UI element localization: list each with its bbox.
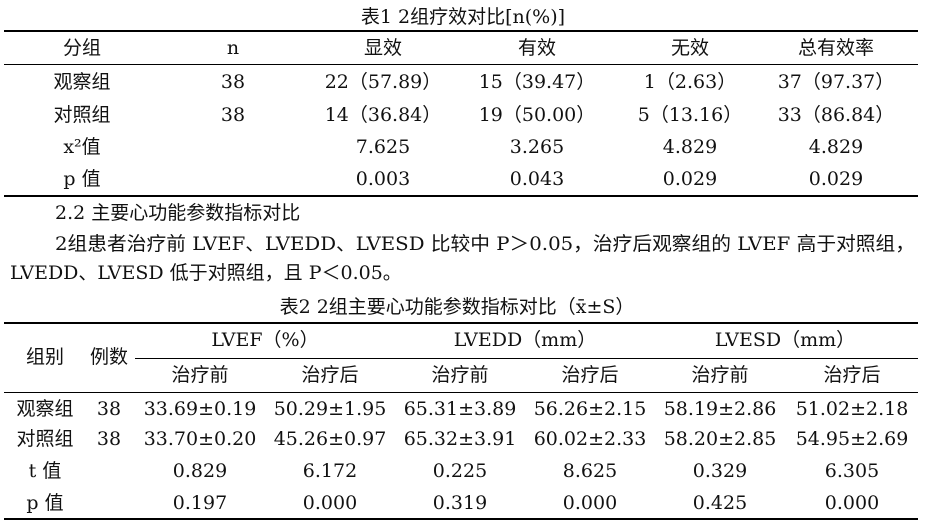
metric-header: LVEF（%）	[211, 329, 318, 351]
cell: 观察组	[53, 71, 110, 93]
cell: x²值	[63, 136, 100, 158]
cell: 22（57.89）	[325, 71, 442, 93]
cell: 4.829	[663, 136, 717, 158]
cell: 1（2.63）	[644, 71, 736, 93]
header-cell: 分组	[63, 37, 101, 59]
cell: 33.70±0.20	[144, 428, 257, 450]
subheader-cell: 治疗前	[691, 364, 748, 386]
table-title: 表2 2组主要心功能参数指标对比（x̄±S）	[280, 296, 635, 318]
cell: 0.000	[825, 492, 879, 514]
subheader-cell: 治疗后	[561, 364, 618, 386]
cell: 19（50.00）	[479, 104, 596, 126]
cell: 33（86.84）	[778, 104, 895, 126]
cell: 对照组	[53, 104, 110, 126]
subheader-cell: 治疗前	[171, 364, 228, 386]
cell: 15（39.47）	[479, 71, 596, 93]
cell: 58.20±2.85	[664, 428, 777, 450]
cell: 0.000	[563, 492, 617, 514]
cell: 38	[97, 428, 121, 450]
cell: 6.172	[303, 460, 357, 482]
header-cell: 例数	[90, 346, 128, 368]
cell: 38	[221, 104, 245, 126]
cell: 38	[221, 71, 245, 93]
cell: p 值	[26, 492, 63, 514]
cell: 60.02±2.33	[534, 428, 647, 450]
paragraph-line: LVEDD、LVESD 低于对照组，且 P＜0.05。	[10, 262, 402, 284]
cell: 38	[97, 398, 121, 420]
cell: 0.829	[173, 460, 227, 482]
cell: 0.329	[693, 460, 747, 482]
cell: 14（36.84）	[325, 104, 442, 126]
table-title: 表1 2组疗效对比[n(%)]	[361, 6, 565, 28]
cell: 65.31±3.89	[404, 398, 517, 420]
cell: 4.829	[809, 136, 863, 158]
cell: 37（97.37）	[778, 71, 895, 93]
cell: 8.625	[563, 460, 617, 482]
subheader-cell: 治疗前	[431, 364, 488, 386]
cell: 6.305	[825, 460, 879, 482]
cell: p 值	[63, 168, 100, 190]
cell: 65.32±3.91	[404, 428, 517, 450]
cell: 0.029	[809, 168, 863, 190]
section-heading: 2.2 主要心功能参数指标对比	[55, 202, 300, 224]
paragraph-line: 2组患者治疗前 LVEF、LVEDD、LVESD 比较中 P＞0.05，治疗后观…	[55, 233, 915, 255]
cell: 51.02±2.18	[796, 398, 909, 420]
cell: 56.26±2.15	[534, 398, 647, 420]
header-cell: n	[227, 37, 239, 59]
cell: 0.003	[356, 168, 410, 190]
cell: 对照组	[16, 428, 73, 450]
cell: 0.197	[173, 492, 227, 514]
cell: 0.225	[433, 460, 487, 482]
metric-header: LVEDD（mm）	[454, 329, 596, 351]
cell: 0.029	[663, 168, 717, 190]
subheader-cell: 治疗后	[301, 364, 358, 386]
cell: 0.319	[433, 492, 487, 514]
cell: 33.69±0.19	[144, 398, 257, 420]
cell: t 值	[29, 460, 62, 482]
header-cell: 总有效率	[798, 37, 874, 59]
metric-header: LVESD（mm）	[715, 329, 855, 351]
cell: 0.425	[693, 492, 747, 514]
cell: 7.625	[356, 136, 410, 158]
cell: 45.26±0.97	[274, 428, 387, 450]
cell: 58.19±2.86	[664, 398, 777, 420]
header-cell: 有效	[518, 37, 556, 59]
cell: 0.043	[510, 168, 564, 190]
cell: 50.29±1.95	[274, 398, 387, 420]
cell: 54.95±2.69	[796, 428, 909, 450]
subheader-cell: 治疗后	[823, 364, 880, 386]
header-cell: 组别	[26, 346, 64, 368]
cell: 0.000	[303, 492, 357, 514]
header-cell: 显效	[364, 37, 402, 59]
cell: 观察组	[16, 398, 73, 420]
header-cell: 无效	[671, 37, 709, 59]
cell: 5（13.16）	[638, 104, 742, 126]
cell: 3.265	[510, 136, 564, 158]
